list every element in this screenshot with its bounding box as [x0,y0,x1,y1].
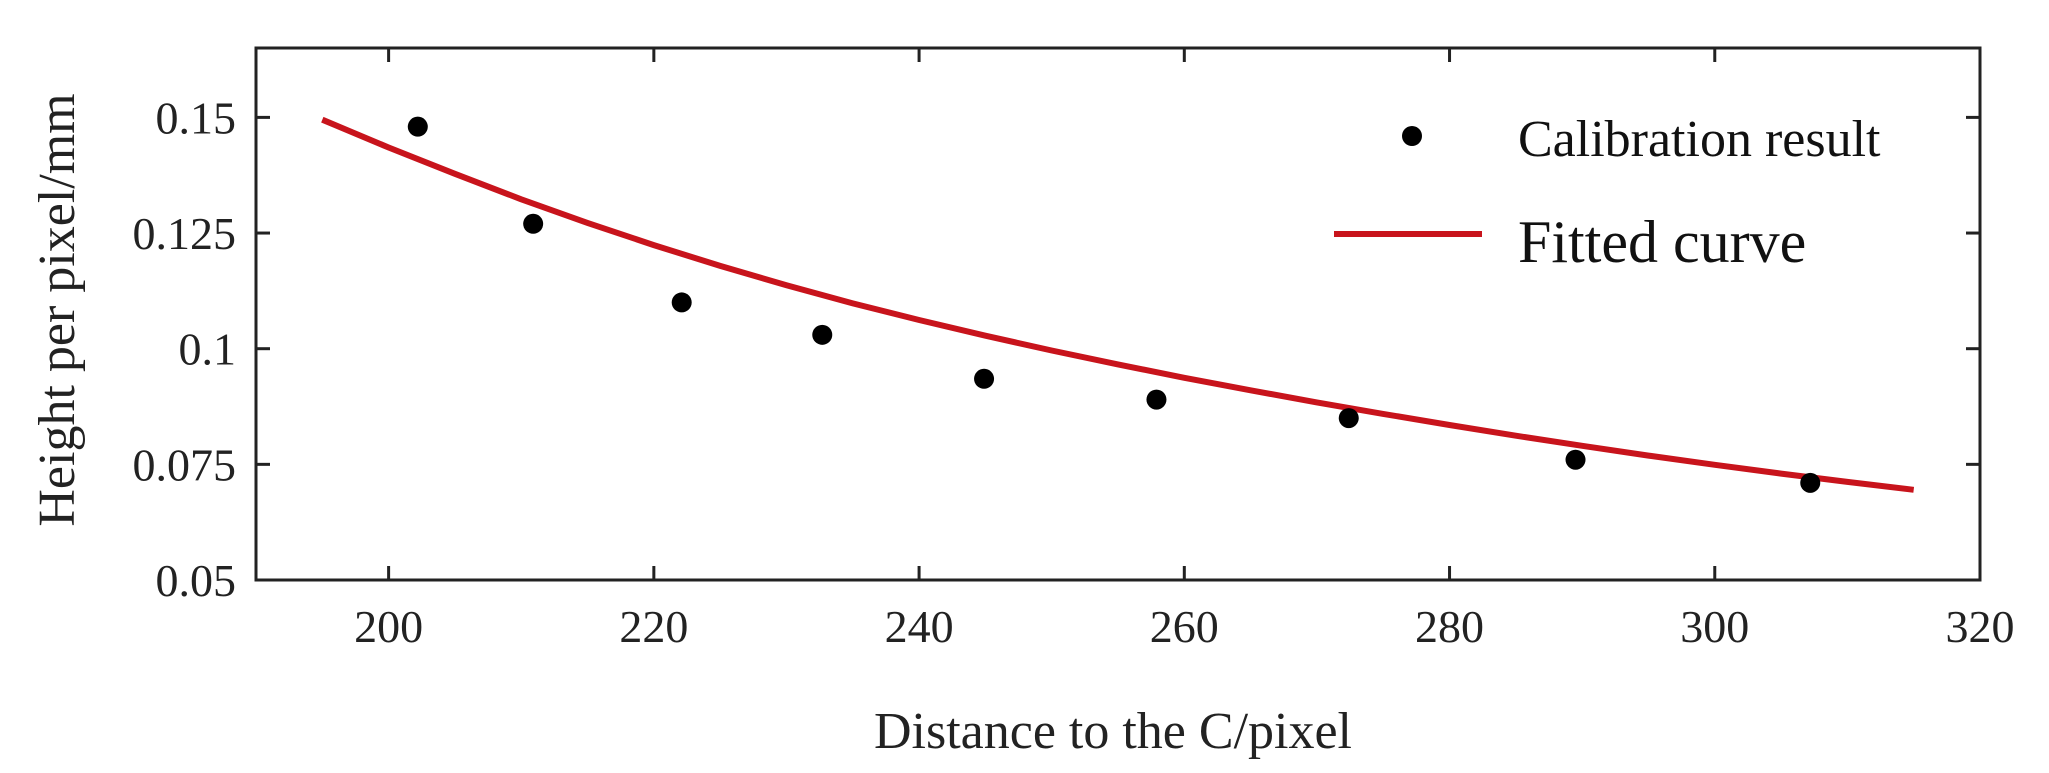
calibration-result-series [407,116,1821,493]
x-tick-label: 320 [1946,601,2015,652]
calibration-point [671,292,692,313]
x-axis-ticks: 200 220 240 260 280 300 320 [354,48,2015,652]
y-axis-label: Height per pixel/mm [29,93,86,526]
x-tick-label: 220 [619,601,688,652]
fitted-curve-series [321,116,1915,493]
plot-area-border [254,46,1982,582]
fitted-curve-line [321,116,1915,493]
legend: Calibration result Fitted curve [1334,111,1881,275]
x-axis-label: Distance to the C/pixel [874,703,1352,760]
calibration-point [1800,472,1821,493]
x-tick-label: 200 [354,601,423,652]
calibration-point [1338,408,1359,429]
y-axis-ticks: 0.05 0.075 0.1 0.125 0.15 [133,92,1980,606]
plot-frame [254,46,1982,582]
x-tick-label: 300 [1680,601,1749,652]
calibration-point [523,213,544,234]
x-tick-label: 260 [1150,601,1219,652]
calibration-point [1146,389,1167,410]
calibration-point [1565,449,1586,470]
y-tick-label: 0.125 [133,208,237,259]
y-tick-label: 0.1 [179,324,237,375]
calibration-point [812,324,833,345]
calibration-point [974,368,995,389]
legend-label-calibration-result: Calibration result [1518,111,1881,168]
y-tick-label: 0.075 [133,439,237,490]
calibration-point [407,116,428,137]
y-tick-label: 0.15 [156,92,237,143]
x-tick-label: 240 [885,601,954,652]
x-tick-label: 280 [1415,601,1484,652]
y-tick-label: 0.05 [156,555,237,606]
legend-marker-calibration-result [1402,126,1422,146]
legend-label-fitted-curve: Fitted curve [1518,209,1806,275]
